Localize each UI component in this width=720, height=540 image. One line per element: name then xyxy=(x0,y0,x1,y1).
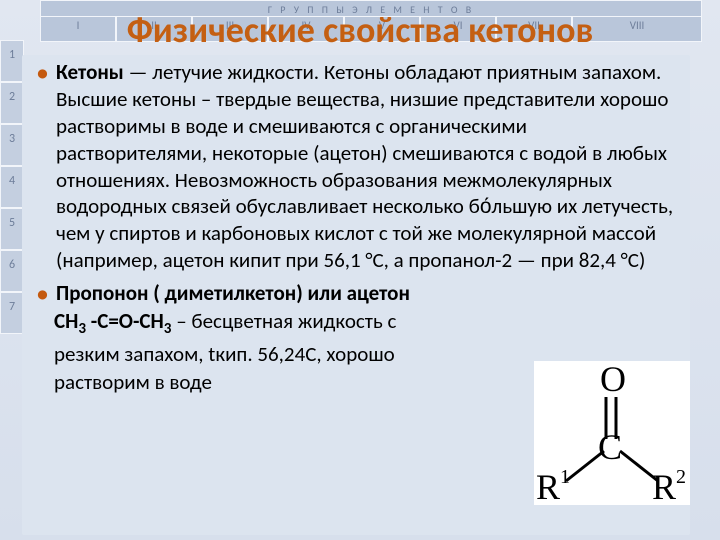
diagram-label-R2: R xyxy=(652,467,676,505)
paragraph-1-text: — летучие жидкости. Кетоны обладают прия… xyxy=(56,59,673,273)
paragraph-2: Пропонон ( диметилкетон) или ацетон xyxy=(32,280,680,307)
diagram-label-C: C xyxy=(598,427,622,467)
formula-mid: -C=O-CH xyxy=(86,308,164,334)
paragraph-3: CH3 -C=O-CH3 – бесцветная жидкость с xyxy=(32,307,680,340)
diagram-label-R2-sup: 2 xyxy=(676,466,686,488)
paragraph-1: Кетоны — летучие жидкости. Кетоны облада… xyxy=(32,59,680,274)
keyword-propanone: Пропонон ( диметилкетон) или ацетон xyxy=(56,280,410,306)
diagram-label-O: O xyxy=(600,361,626,399)
diagram-label-R1: R xyxy=(536,467,560,505)
paragraph-3-tail: – бесцветная жидкость с xyxy=(171,308,396,334)
slide-title: Физические свойства кетонов xyxy=(0,8,720,52)
ketone-structure-diagram: O C R 1 R 2 xyxy=(534,361,690,505)
slide: Физические свойства кетонов Кетоны — лет… xyxy=(0,0,720,540)
formula-sub-1: 3 xyxy=(78,320,86,338)
diagram-label-R1-sup: 1 xyxy=(560,466,570,488)
keyword-ketones: Кетоны xyxy=(56,59,124,85)
formula-ch: CH xyxy=(54,308,78,334)
content-panel: Кетоны — летучие жидкости. Кетоны облада… xyxy=(22,55,690,535)
